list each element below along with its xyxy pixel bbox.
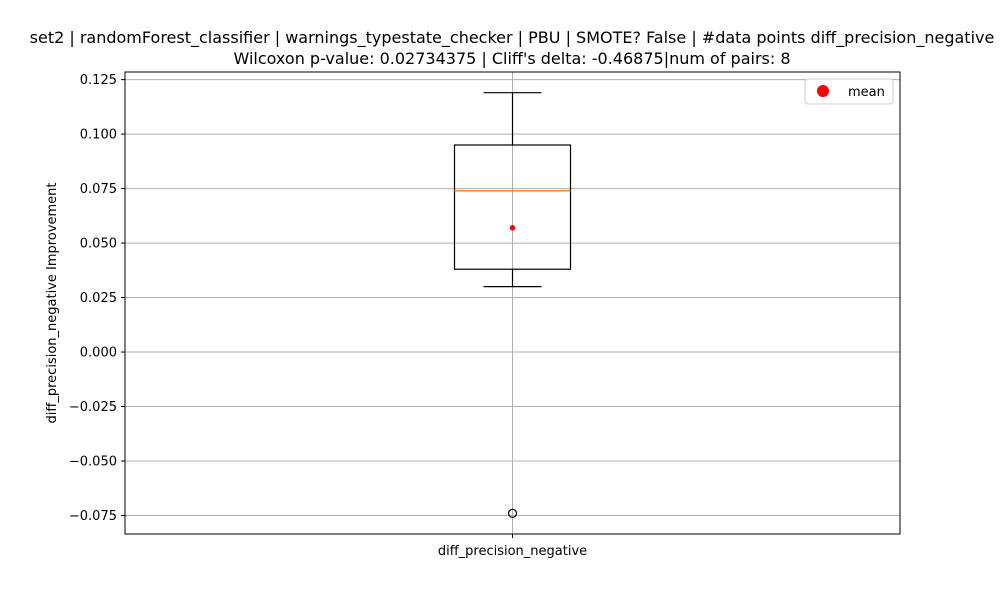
chart-title-line1: set2 | randomForest_classifier | warning… xyxy=(30,28,995,48)
legend: mean xyxy=(804,78,894,105)
mean-marker xyxy=(509,225,516,231)
y-axis-label: diff_precision_negative Improvement xyxy=(45,183,60,424)
y-tick-label: 0.075 xyxy=(80,182,117,197)
plot-area xyxy=(453,92,572,518)
iqr-box xyxy=(453,144,572,270)
legend-mean-marker xyxy=(817,85,829,97)
legend-frame xyxy=(804,78,894,105)
outlier-point xyxy=(507,508,518,518)
y-tick-label: 0.000 xyxy=(80,346,117,361)
y-tick-label: 0.050 xyxy=(80,237,117,252)
y-tick-label: 0.100 xyxy=(80,128,117,143)
grid xyxy=(125,72,900,534)
y-tick-label: −0.050 xyxy=(69,454,117,469)
x-tick-label: diff_precision_negative xyxy=(438,544,587,559)
y-axis-ticks: −0.075 −0.050 −0.025 0.000 0.025 0.050 0.075 0.… xyxy=(69,73,513,538)
y-tick-label: 0.025 xyxy=(80,291,117,306)
y-tick-label: −0.075 xyxy=(69,509,117,524)
y-tick-label: −0.025 xyxy=(69,400,117,415)
y-tick-label: 0.125 xyxy=(80,73,117,88)
legend-mean-label: mean xyxy=(848,85,885,100)
chart-title-line2: Wilcoxon p-value: 0.02734375 | Cliff's d… xyxy=(233,49,790,68)
